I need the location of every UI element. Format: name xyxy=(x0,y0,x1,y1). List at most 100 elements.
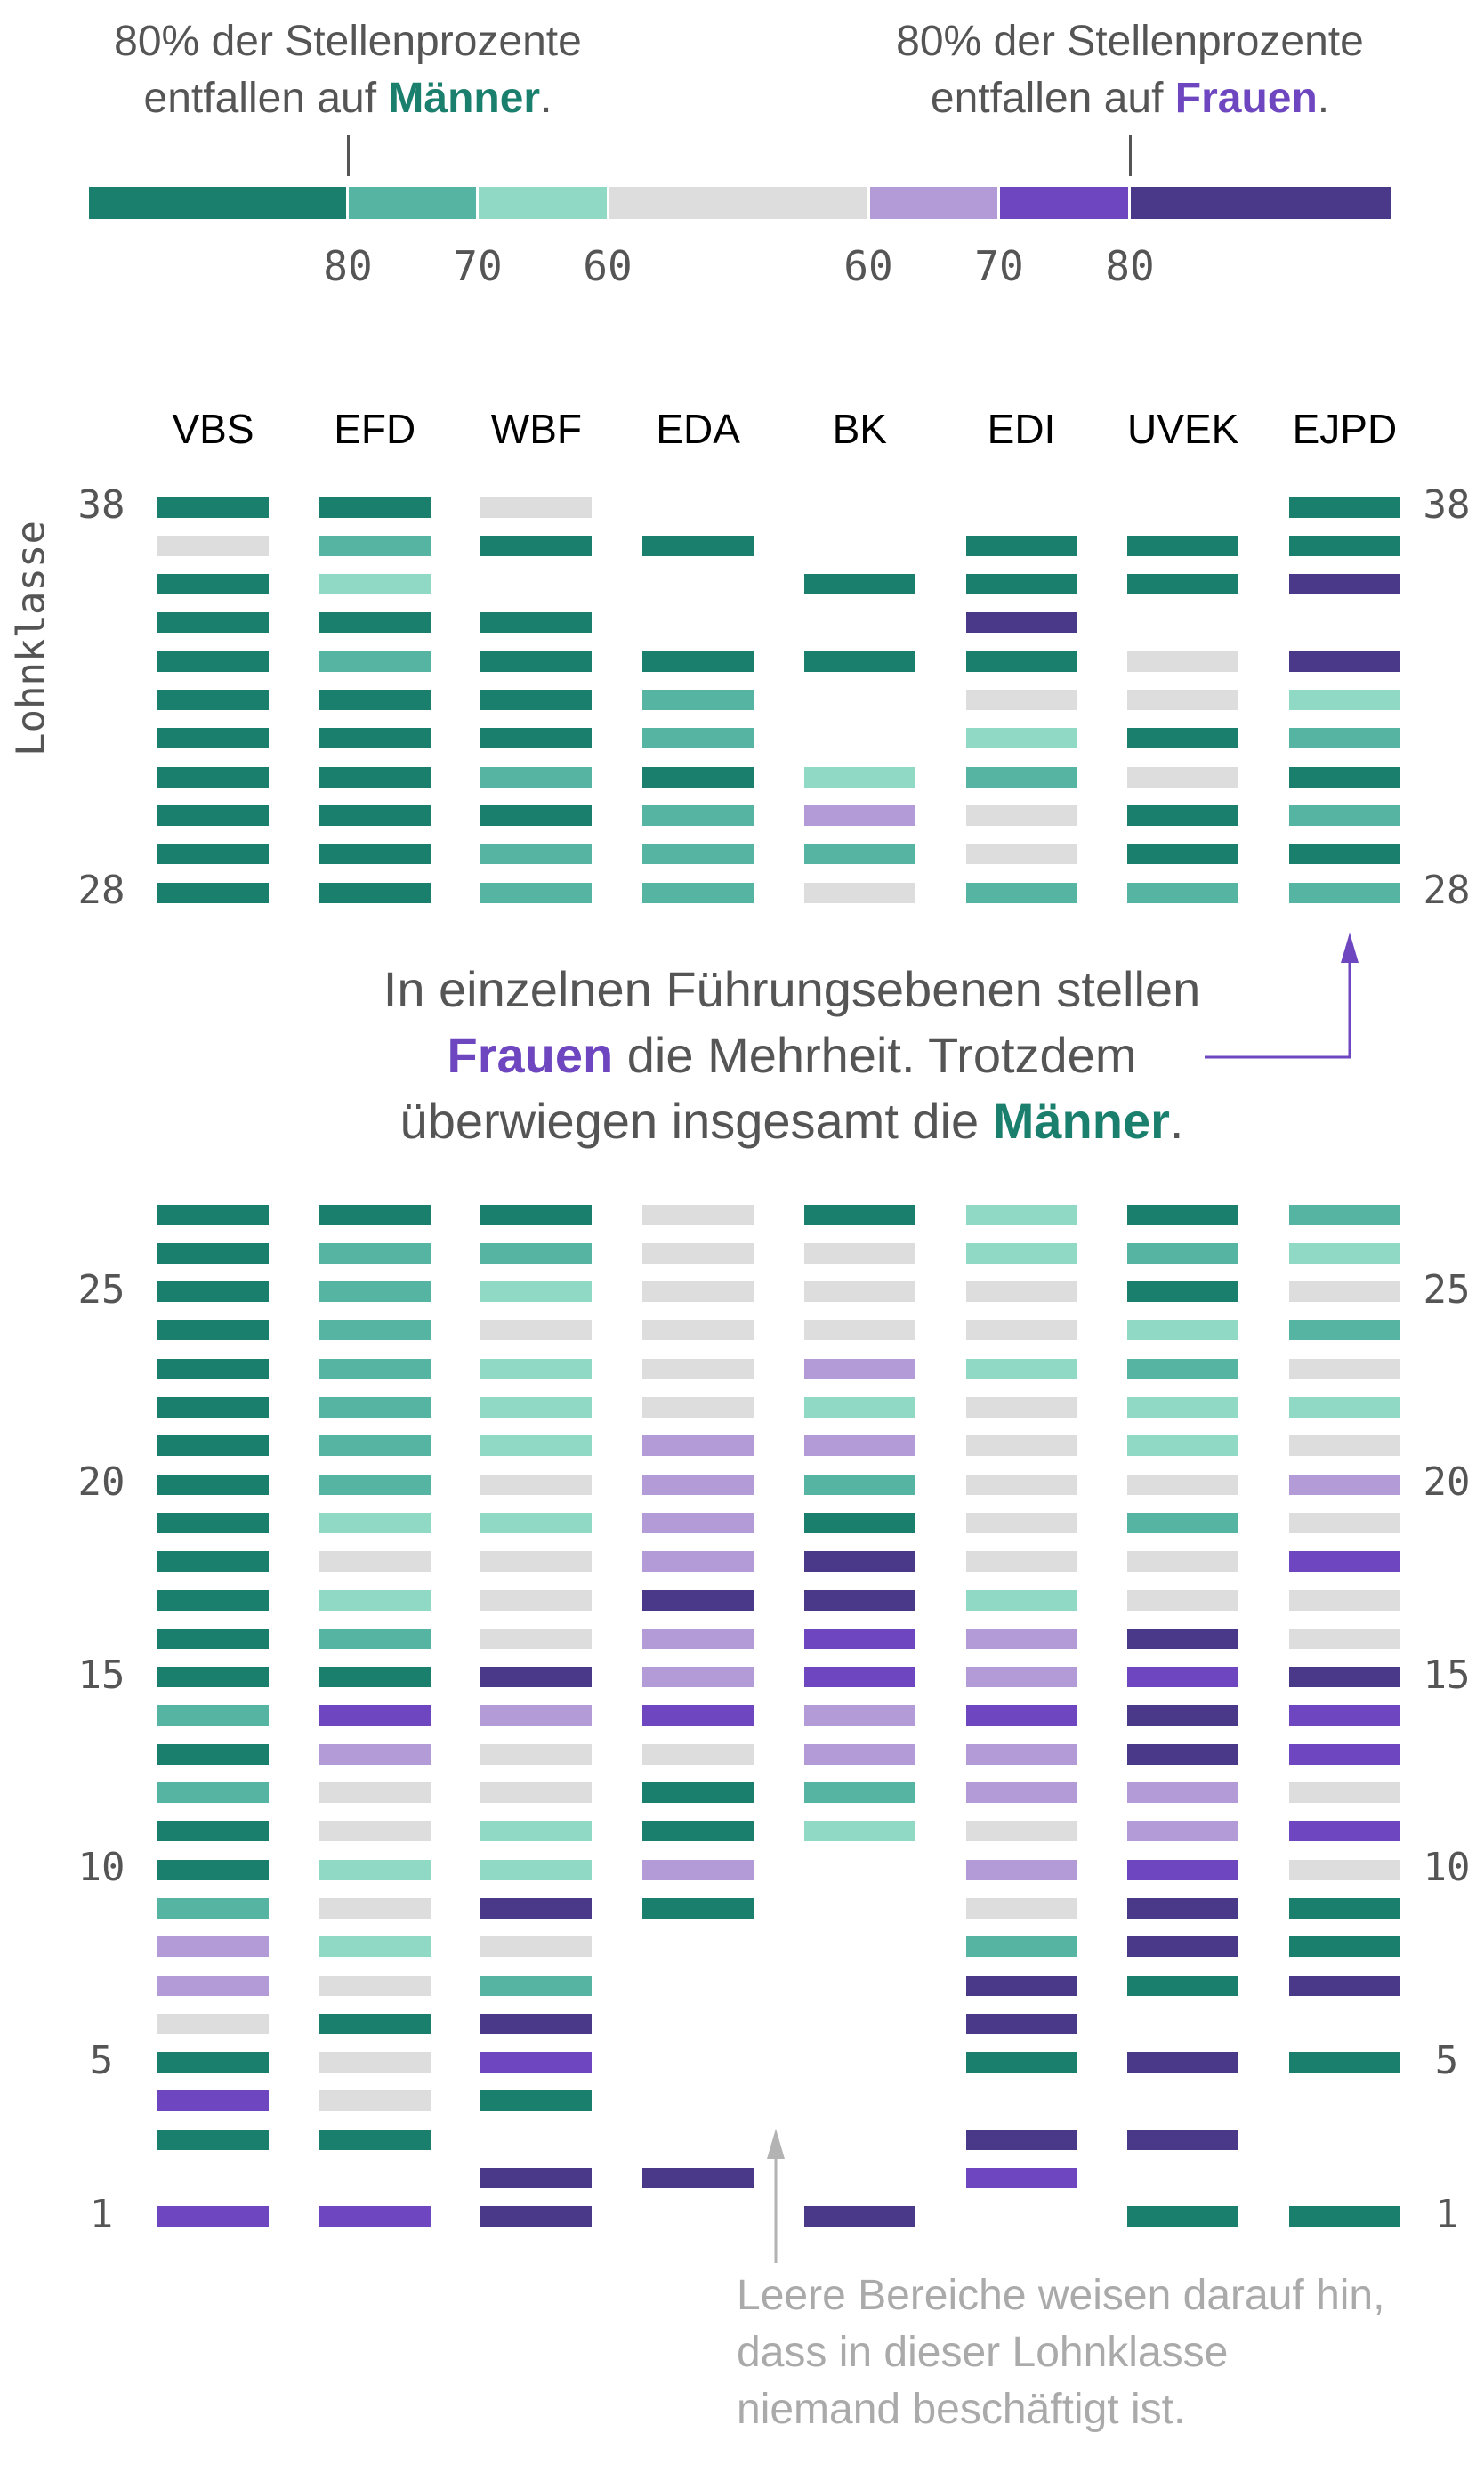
cell-vbs-34 xyxy=(157,651,269,672)
cell-edi-33 xyxy=(965,690,1077,710)
cell-uvek-8 xyxy=(1127,1936,1239,1958)
cell-bk-25 xyxy=(803,1281,915,1303)
cell-vbs-27 xyxy=(157,1204,269,1225)
cell-uvek-31 xyxy=(1127,766,1239,788)
cell-efd-16 xyxy=(319,1628,431,1649)
legend-women-line1: 80% der Stellenprozente xyxy=(896,18,1364,65)
cell-ejpd-25 xyxy=(1288,1281,1400,1303)
cell-vbs-3 xyxy=(157,2129,269,2150)
cell-edi-31 xyxy=(965,766,1077,788)
cell-efd-27 xyxy=(319,1204,431,1225)
legend-women-post: . xyxy=(1317,75,1330,122)
cell-efd-5 xyxy=(319,2052,431,2073)
cell-efd-9 xyxy=(319,1897,431,1919)
column-label-efd: EFD xyxy=(334,406,416,452)
cell-wbf-9 xyxy=(480,1897,593,1919)
cell-wbf-32 xyxy=(480,728,593,749)
cell-wbf-12 xyxy=(480,1782,593,1803)
cell-vbs-4 xyxy=(157,2090,269,2112)
cell-efd-8 xyxy=(319,1936,431,1958)
cell-uvek-34 xyxy=(1127,651,1239,672)
cell-efd-4 xyxy=(319,2090,431,2112)
cell-ejpd-11 xyxy=(1288,1821,1400,1842)
cell-wbf-14 xyxy=(480,1705,593,1726)
cell-uvek-33 xyxy=(1127,690,1239,710)
cell-wbf-22 xyxy=(480,1397,593,1418)
cell-ejpd-17 xyxy=(1288,1589,1400,1611)
legend-seg-neutral xyxy=(609,187,867,219)
cell-uvek-23 xyxy=(1127,1358,1239,1379)
cell-wbf-37 xyxy=(480,535,593,556)
cell-efd-37 xyxy=(319,535,431,556)
cell-bk-16 xyxy=(803,1628,915,1649)
cell-edi-5 xyxy=(965,2052,1077,2073)
annotation-line3: überwiegen insgesamt die Männer. xyxy=(267,1088,1317,1154)
cell-vbs-32 xyxy=(157,728,269,749)
cell-eda-25 xyxy=(642,1281,754,1303)
cell-wbf-2 xyxy=(480,2168,593,2188)
y-tick-label-right: 20 xyxy=(1423,1459,1471,1506)
cell-efd-36 xyxy=(319,574,431,595)
cell-ejpd-36 xyxy=(1288,574,1400,595)
y-tick-label-right: 5 xyxy=(1434,2037,1459,2083)
cell-vbs-12 xyxy=(157,1782,269,1803)
cell-efd-31 xyxy=(319,766,431,788)
annotation-empty-line3: niemand beschäftigt ist. xyxy=(737,2386,1186,2433)
cell-uvek-16 xyxy=(1127,1628,1239,1649)
legend-tick-label: 70 xyxy=(453,242,503,290)
cell-edi-16 xyxy=(965,1628,1077,1649)
cell-edi-25 xyxy=(965,1281,1077,1303)
cell-uvek-17 xyxy=(1127,1589,1239,1611)
column-label-bk: BK xyxy=(832,406,887,452)
cell-wbf-11 xyxy=(480,1821,593,1842)
cell-uvek-18 xyxy=(1127,1551,1239,1572)
cell-eda-28 xyxy=(642,882,754,903)
cell-bk-28 xyxy=(803,882,915,903)
cell-wbf-10 xyxy=(480,1859,593,1880)
annotation-women: Frauen xyxy=(447,1027,614,1083)
cell-eda-33 xyxy=(642,690,754,710)
cell-edi-17 xyxy=(965,1589,1077,1611)
legend-tick-men-80 xyxy=(347,135,350,176)
cell-uvek-9 xyxy=(1127,1897,1239,1919)
cell-uvek-21 xyxy=(1127,1435,1239,1457)
cell-edi-12 xyxy=(965,1782,1077,1803)
cell-wbf-29 xyxy=(480,844,593,865)
cell-vbs-28 xyxy=(157,882,269,903)
cell-uvek-20 xyxy=(1127,1474,1239,1495)
cell-wbf-26 xyxy=(480,1242,593,1264)
cell-ejpd-26 xyxy=(1288,1242,1400,1264)
cell-ejpd-21 xyxy=(1288,1435,1400,1457)
cell-edi-22 xyxy=(965,1397,1077,1418)
cell-wbf-15 xyxy=(480,1667,593,1688)
cell-edi-21 xyxy=(965,1435,1077,1457)
y-tick-label-left: 38 xyxy=(77,482,125,528)
cell-wbf-38 xyxy=(480,497,593,518)
cell-ejpd-32 xyxy=(1288,728,1400,749)
cell-efd-21 xyxy=(319,1435,431,1457)
cell-efd-14 xyxy=(319,1705,431,1726)
cell-eda-27 xyxy=(642,1204,754,1225)
cell-ejpd-19 xyxy=(1288,1512,1400,1533)
legend-seg-men-70 xyxy=(349,187,476,219)
cell-edi-18 xyxy=(965,1551,1077,1572)
cell-edi-32 xyxy=(965,728,1077,749)
cell-uvek-29 xyxy=(1127,844,1239,865)
cell-eda-31 xyxy=(642,766,754,788)
cell-wbf-5 xyxy=(480,2052,593,2073)
cell-efd-30 xyxy=(319,804,431,826)
cell-ejpd-7 xyxy=(1288,1975,1400,1996)
cell-eda-9 xyxy=(642,1897,754,1919)
cell-efd-18 xyxy=(319,1551,431,1572)
cell-vbs-35 xyxy=(157,612,269,634)
cell-edi-35 xyxy=(965,612,1077,634)
cell-efd-25 xyxy=(319,1281,431,1303)
cell-efd-28 xyxy=(319,882,431,903)
y-tick-label-right: 25 xyxy=(1423,1266,1471,1313)
y-tick-label-left: 5 xyxy=(89,2037,114,2083)
cell-vbs-24 xyxy=(157,1320,269,1341)
cell-bk-19 xyxy=(803,1512,915,1533)
cell-eda-34 xyxy=(642,651,754,672)
cell-efd-20 xyxy=(319,1474,431,1495)
cell-bk-23 xyxy=(803,1358,915,1379)
